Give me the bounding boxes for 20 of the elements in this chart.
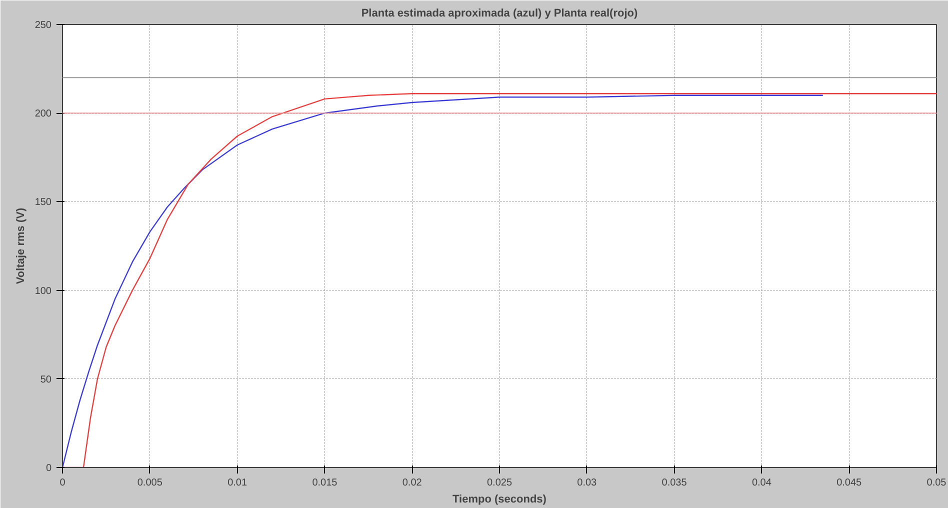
x-tick-label: 0.04 xyxy=(752,478,772,488)
x-tick-label: 0.02 xyxy=(402,478,422,488)
y-axis-title: Voltaje rms (V) xyxy=(14,208,27,284)
x-tick-label: 0 xyxy=(60,478,66,488)
x-tick-label: 0.035 xyxy=(662,478,688,488)
x-tick-label: 0.05 xyxy=(926,478,947,488)
y-tick-label: 150 xyxy=(34,197,52,208)
chart-title: Planta estimada aproximada (azul) y Planta real(rojo) xyxy=(361,8,638,20)
x-axis-title: Tiempo (seconds) xyxy=(452,494,547,506)
x-tick-label: 0.005 xyxy=(137,478,163,488)
x-tick-label: 0.015 xyxy=(312,478,338,488)
x-tick-label: 0.03 xyxy=(577,478,598,488)
x-tick-label: 0.01 xyxy=(228,478,248,488)
x-tick-label: 0.025 xyxy=(486,478,512,488)
y-tick-label: 250 xyxy=(34,20,52,31)
y-tick-label: 100 xyxy=(34,286,52,297)
y-tick-label: 200 xyxy=(34,108,52,120)
x-tick-label: 0.045 xyxy=(836,478,862,488)
y-tick-label: 0 xyxy=(46,463,52,474)
y-tick-label: 50 xyxy=(40,374,52,386)
